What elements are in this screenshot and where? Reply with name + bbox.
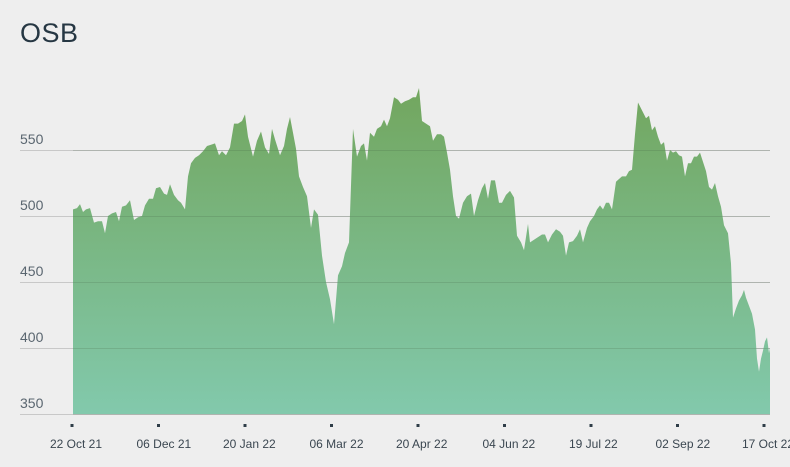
x-axis-ticks	[70, 424, 766, 427]
price-area	[73, 88, 770, 414]
x-tick-label: 22 Oct 21	[50, 437, 103, 451]
chart-title: OSB	[20, 18, 79, 48]
x-tick-label: 06 Dec 21	[136, 437, 192, 451]
x-tick-label: 20 Apr 22	[396, 437, 448, 451]
x-tick-label: 17 Oct 22	[742, 437, 790, 451]
x-tick-label: 04 Jun 22	[482, 437, 536, 451]
y-tick-label: 450	[20, 263, 44, 279]
x-tick-label: 19 Jul 22	[569, 437, 618, 451]
x-tick-label: 20 Jan 22	[223, 437, 276, 451]
x-tick-label: 02 Sep 22	[655, 437, 711, 451]
y-tick-label: 550	[20, 131, 44, 147]
x-tick-label: 06 Mar 22	[309, 437, 364, 451]
y-tick-label: 500	[20, 197, 44, 213]
y-tick-label: 400	[20, 329, 44, 345]
gridlines-overlay	[73, 150, 770, 415]
y-tick-label: 350	[20, 395, 44, 411]
